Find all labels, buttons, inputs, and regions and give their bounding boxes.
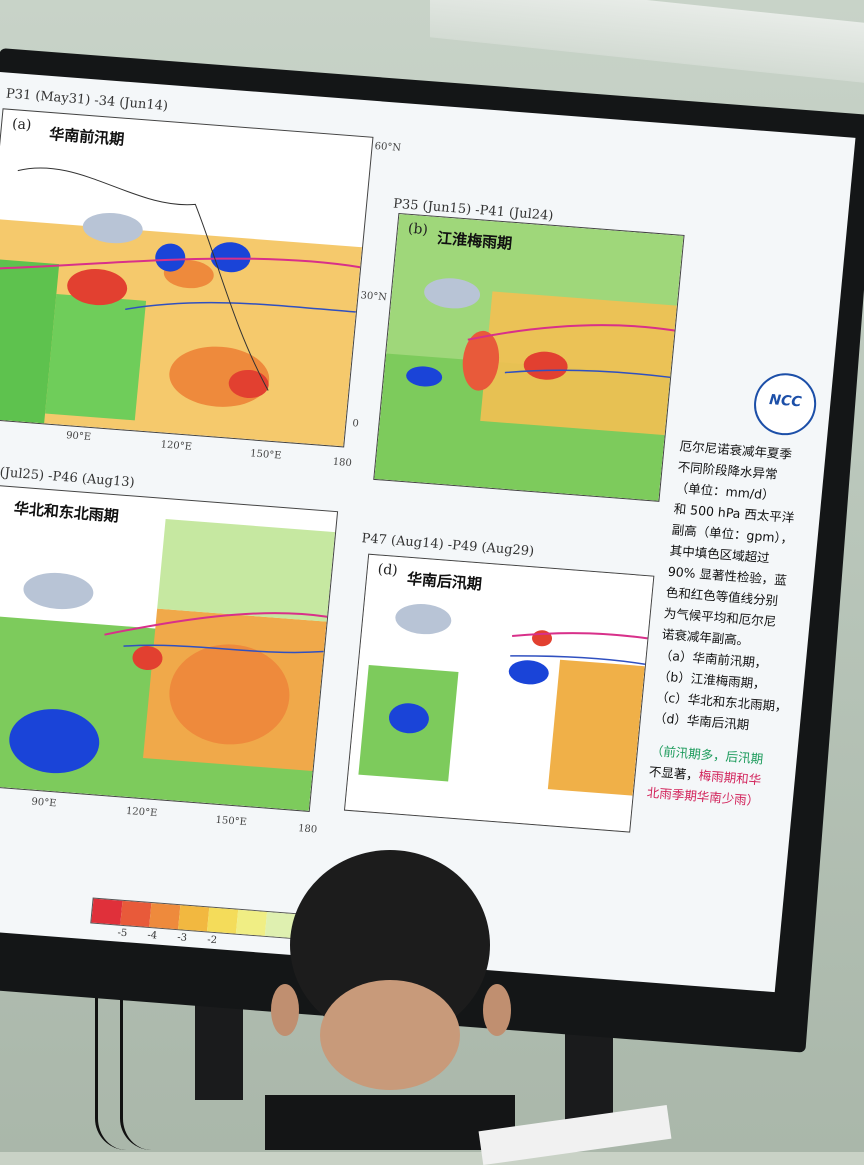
lat-tick: 60°N [374,140,402,154]
caption-notes: 厄尔尼诺衰减年夏季 不同阶段降水异常 （单位：mm/d） 和 500 hPa 西… [646,435,820,813]
audience-person [265,850,515,1150]
map-panel-c: (c) 华北和东北雨期 [0,482,339,812]
panel-b-label: (b) [407,220,429,239]
lon-tick: 120°E [160,439,193,453]
lon-tick: 90°E [30,796,57,810]
colorbar-swatch [178,905,210,932]
cable [120,960,183,1150]
lon-tick: 180 [332,456,353,470]
precip-map-c [0,519,336,811]
lat-tick: 30°N [359,290,388,304]
map-panel-b: (b) 江淮梅雨期 [373,212,685,502]
logo-text: NCC [768,392,803,411]
colorbar-tick: -4 [146,929,158,942]
colorbar-tick: -2 [206,934,218,947]
lon-tick: 150°E [249,448,282,462]
colorbar-swatch [149,903,181,930]
map-panel-d: (d) 华南后汛期 [343,553,655,833]
colorbar-swatch [235,909,268,936]
panel-d-label: (d) [377,561,399,579]
colorbar-swatch [206,907,239,934]
conclusion-part2: 不显著， [648,763,700,783]
lon-tick: 150°E [214,814,248,829]
colorbar-tick: -5 [116,927,128,940]
colorbar-swatch [91,898,123,925]
conclusion-part3: 梅雨期和华 [698,767,762,788]
colorbar-tick: -3 [176,932,188,944]
ncc-logo: NCC [751,370,819,438]
precip-map-d [345,554,654,832]
lon-tick: 120°E [125,805,158,820]
lat-tick: 0 [351,418,360,430]
lon-tick: 90°E [65,430,92,444]
precip-map-b [374,214,684,501]
presentation-screen: P31 (May31) -34 (Jun14) P35 (Jun15) -P41… [0,72,856,993]
lon-tick: 180 [297,823,318,836]
colorbar-swatch [120,900,152,927]
panel-a-label: (a) [11,116,33,134]
cable [95,950,158,1150]
precip-map-a [0,167,363,447]
map-panel-a: (a) 华南前汛期 [0,108,374,448]
